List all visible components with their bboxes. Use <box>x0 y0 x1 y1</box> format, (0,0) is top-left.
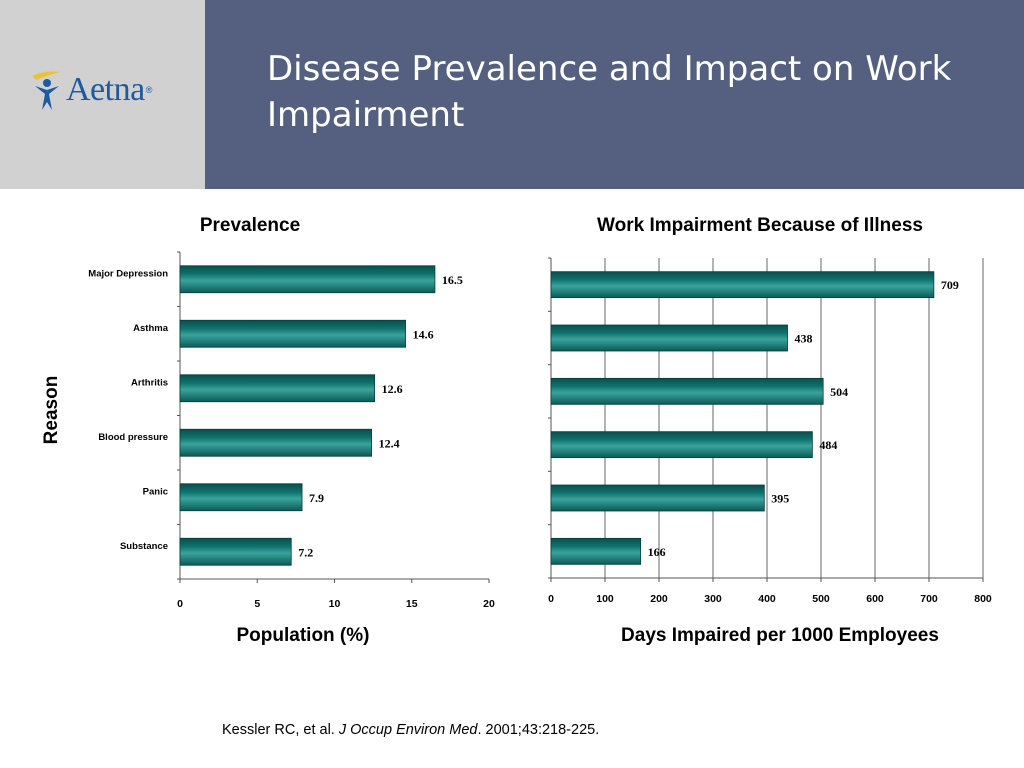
work-impairment-bars: 709 438 504 484 395 166 <box>550 271 959 565</box>
data-label: 7.9 <box>309 491 324 505</box>
prevalence-y-axis-title: Reason <box>41 376 62 445</box>
x-tick-label: 10 <box>329 598 341 610</box>
prevalence-x-axis-title: Population (%) <box>237 625 370 646</box>
bar <box>550 431 813 459</box>
x-tick-label: 20 <box>483 598 495 610</box>
aetna-logo: Aetna ® <box>30 66 152 114</box>
x-tick-label: 200 <box>650 593 668 605</box>
work-impairment-chart-title: Work Impairment Because of Illness <box>597 215 923 236</box>
bar <box>550 271 935 299</box>
logo-wordmark: Aetna <box>66 71 145 108</box>
data-label: 16.5 <box>442 273 463 287</box>
x-tick-label: 700 <box>920 593 938 605</box>
header-panel: Disease Prevalence and Impact on Work Im… <box>205 0 1024 189</box>
data-label: 12.4 <box>379 436 400 450</box>
prevalence-chart: Prevalence Reason Population (%) 0 5 10 15 2… <box>41 215 495 646</box>
bar <box>179 428 372 457</box>
x-tick-label: 300 <box>704 593 722 605</box>
data-label: 484 <box>819 438 837 452</box>
category-label: Asthma <box>133 323 169 334</box>
category-label: Major Depression <box>88 268 168 279</box>
bar <box>179 374 376 403</box>
bar <box>179 319 406 348</box>
category-label: Arthritis <box>131 377 168 388</box>
x-tick-label: 600 <box>866 593 884 605</box>
category-label: Substance <box>120 541 168 552</box>
bar <box>179 265 436 294</box>
x-tick-label: 400 <box>758 593 776 605</box>
bar <box>550 537 642 565</box>
category-label: Panic <box>143 486 168 497</box>
citation-details: . 2001;43:218-225. <box>477 722 600 738</box>
work-impairment-x-axis-title: Days Impaired per 1000 Employees <box>621 625 939 646</box>
bar <box>550 484 765 512</box>
aetna-figure-icon <box>32 71 60 110</box>
x-tick-label: 0 <box>548 593 554 605</box>
citation-authors: Kessler RC, et al. <box>222 722 335 738</box>
data-label: 14.6 <box>413 327 434 341</box>
data-label: 7.2 <box>298 545 313 559</box>
x-tick-label: 800 <box>974 593 992 605</box>
data-label: 395 <box>771 492 789 506</box>
category-label: Blood pressure <box>98 432 168 443</box>
citation-journal: J Occup Environ Med <box>338 722 478 738</box>
bar <box>550 324 788 352</box>
data-label: 166 <box>648 545 666 559</box>
x-tick-label: 100 <box>596 593 614 605</box>
x-tick-label: 500 <box>812 593 830 605</box>
work-impairment-chart: Work Impairment Because of Illness Days … <box>548 215 992 646</box>
logo-panel: Aetna ® <box>0 0 205 189</box>
data-label: 12.6 <box>382 382 403 396</box>
prevalence-bars: 16.5 Major Depression 14.6 Asthma 12.6 Arthri… <box>88 265 463 566</box>
work-impairment-axes: 0 100 200 300 400 500 600 700 800 <box>548 257 992 605</box>
prevalence-axes: 0 5 10 15 20 <box>177 251 495 610</box>
bar <box>179 537 292 566</box>
data-label: 504 <box>830 385 848 399</box>
x-tick-label: 0 <box>177 598 183 610</box>
x-tick-label: 5 <box>254 598 260 610</box>
bar <box>179 483 303 512</box>
data-label: 438 <box>795 332 813 346</box>
data-label: 709 <box>941 278 959 292</box>
bar <box>550 377 824 405</box>
prevalence-chart-title: Prevalence <box>200 215 300 236</box>
citation: Kessler RC, et al. J Occup Environ Med. … <box>222 722 599 738</box>
slide-title: Disease Prevalence and Impact on Work Im… <box>267 49 952 135</box>
logo-registered-mark: ® <box>145 85 153 95</box>
x-tick-label: 15 <box>406 598 418 610</box>
